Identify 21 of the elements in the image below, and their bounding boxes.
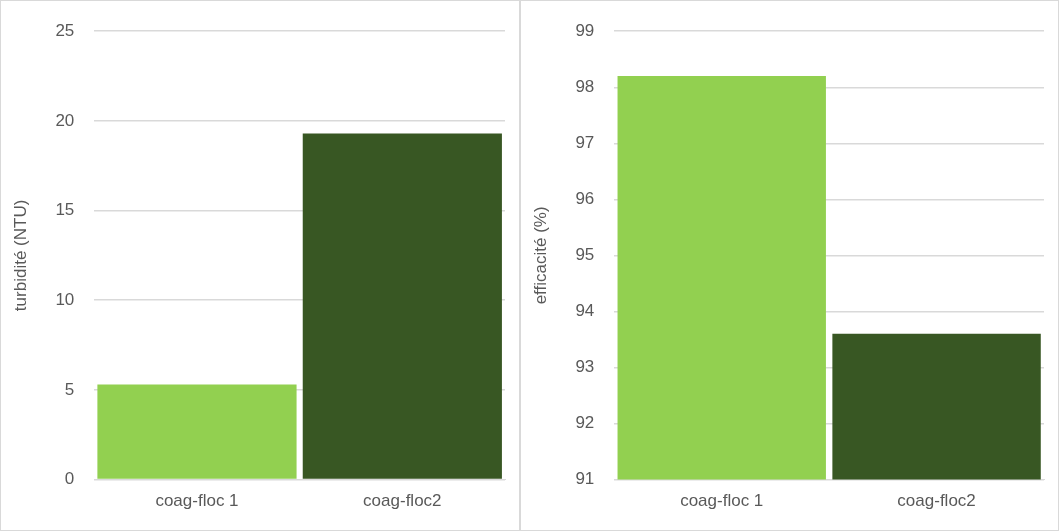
y-axis-title: efficacité (%) (530, 206, 550, 305)
y-tick-label: 25 (55, 20, 75, 40)
x-tick-label: coag-floc2 (897, 491, 976, 511)
y-tick-label: 97 (575, 132, 595, 152)
y-tick-label: 98 (575, 76, 595, 96)
y-tick-label: 93 (575, 357, 595, 377)
y-tick-label: 96 (575, 189, 595, 209)
x-tick-label: coag-floc2 (363, 491, 442, 511)
y-tick-label: 99 (575, 20, 595, 40)
y-tick-label: 10 (55, 289, 75, 309)
y-tick-label: 92 (575, 413, 595, 433)
y-tick-label: 95 (575, 245, 595, 265)
y-tick-label: 15 (55, 200, 75, 220)
x-tick-label: coag-floc 1 (680, 491, 764, 511)
y-tick-label: 5 (64, 379, 75, 399)
x-tick-label: coag-floc 1 (155, 491, 239, 511)
y-tick-label: 0 (64, 469, 75, 489)
y-tick-label: 94 (575, 301, 595, 321)
y-tick-label: 91 (575, 469, 595, 489)
y-axis-title: turbidité (NTU) (10, 199, 30, 312)
y-tick-label: 20 (55, 110, 75, 130)
